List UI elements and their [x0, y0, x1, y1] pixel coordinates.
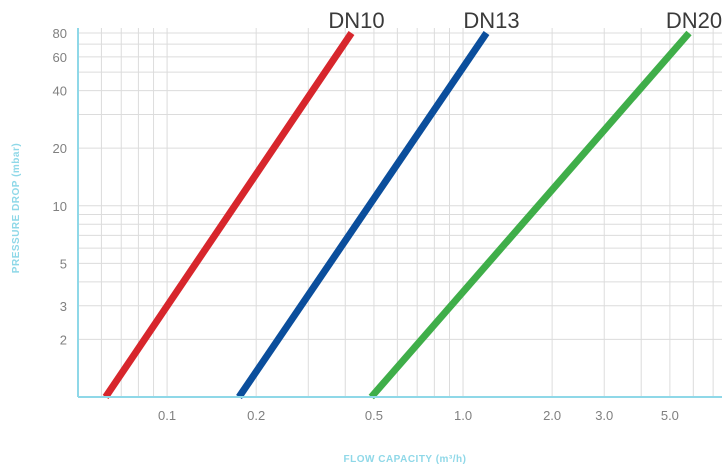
series-label-dn20: DN20	[666, 8, 722, 33]
y-tick-label: 5	[60, 256, 67, 271]
grid	[78, 28, 722, 397]
series-label-dn10: DN10	[328, 8, 384, 33]
series-line-dn20	[368, 30, 692, 400]
x-tick-label: 0.1	[158, 408, 176, 423]
x-tick-label: 0.2	[247, 408, 265, 423]
y-tick-label: 40	[53, 84, 67, 99]
y-tick-labels: 2 3 5 10 20 40 60 80	[53, 26, 67, 347]
y-tick-label: 20	[53, 141, 67, 156]
series-label-dn13: DN13	[463, 8, 519, 33]
series-labels: DN10 DN13 DN20	[328, 8, 722, 33]
y-tick-label: 60	[53, 50, 67, 65]
y-axis-title: PRESSURE DROP (mbar)	[11, 143, 22, 273]
y-tick-label: 2	[60, 332, 67, 347]
x-tick-label: 2.0	[543, 408, 561, 423]
x-tick-labels: 0.1 0.2 0.5 1.0 2.0 3.0 5.0	[158, 408, 679, 423]
axes	[77, 28, 722, 398]
x-tick-label: 5.0	[661, 408, 679, 423]
x-tick-label: 1.0	[454, 408, 472, 423]
x-axis-title: FLOW CAPACITY (m³/h)	[344, 454, 467, 465]
x-tick-label: 0.5	[365, 408, 383, 423]
y-tick-label: 10	[53, 199, 67, 214]
y-tick-label: 80	[53, 26, 67, 41]
x-tick-label: 3.0	[595, 408, 613, 423]
series-line-dn10	[102, 31, 355, 399]
series-lines	[102, 30, 692, 400]
y-tick-label: 3	[60, 299, 67, 314]
series-line-dn13	[236, 31, 490, 399]
